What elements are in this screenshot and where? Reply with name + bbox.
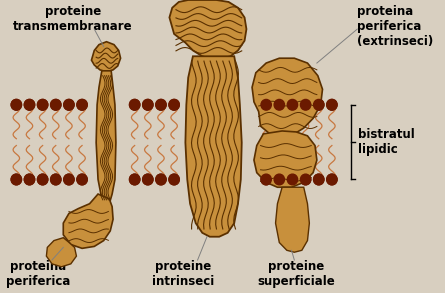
Circle shape — [327, 99, 337, 110]
Circle shape — [143, 99, 153, 110]
Circle shape — [300, 174, 311, 185]
Circle shape — [11, 99, 21, 110]
Circle shape — [169, 174, 179, 185]
Circle shape — [143, 174, 153, 185]
Circle shape — [64, 174, 74, 185]
Circle shape — [327, 174, 337, 185]
Circle shape — [287, 99, 298, 110]
Polygon shape — [63, 194, 113, 248]
Circle shape — [261, 99, 271, 110]
Circle shape — [314, 99, 324, 110]
Polygon shape — [96, 71, 116, 207]
Circle shape — [51, 99, 61, 110]
Circle shape — [169, 99, 179, 110]
Circle shape — [37, 174, 48, 185]
Text: proteine
intrinseci: proteine intrinseci — [152, 260, 214, 288]
Circle shape — [129, 174, 140, 185]
Circle shape — [156, 174, 166, 185]
Circle shape — [24, 99, 35, 110]
Circle shape — [261, 99, 271, 110]
Polygon shape — [275, 187, 309, 252]
Circle shape — [327, 174, 337, 185]
Circle shape — [261, 174, 271, 185]
Circle shape — [24, 99, 35, 110]
Text: proteine
superficiale: proteine superficiale — [257, 260, 335, 288]
Text: proteine
transmembranare: proteine transmembranare — [13, 5, 133, 33]
Circle shape — [314, 99, 324, 110]
Text: proteina
periferica: proteina periferica — [6, 260, 70, 288]
Circle shape — [156, 174, 166, 185]
Circle shape — [77, 174, 87, 185]
Text: bistratul
lipidic: bistratul lipidic — [358, 128, 415, 156]
Polygon shape — [92, 42, 121, 72]
Circle shape — [64, 99, 74, 110]
Circle shape — [287, 99, 298, 110]
Circle shape — [300, 99, 311, 110]
Circle shape — [143, 174, 153, 185]
Circle shape — [169, 174, 179, 185]
Circle shape — [300, 99, 311, 110]
Circle shape — [51, 99, 61, 110]
Circle shape — [24, 174, 35, 185]
Circle shape — [129, 174, 140, 185]
Circle shape — [169, 99, 179, 110]
Polygon shape — [252, 58, 323, 136]
Circle shape — [77, 99, 87, 110]
Circle shape — [156, 99, 166, 110]
Polygon shape — [46, 238, 77, 267]
Circle shape — [37, 99, 48, 110]
Circle shape — [64, 174, 74, 185]
Circle shape — [314, 174, 324, 185]
Circle shape — [287, 174, 298, 185]
Polygon shape — [170, 0, 247, 58]
Circle shape — [300, 174, 311, 185]
Circle shape — [274, 99, 284, 110]
Circle shape — [77, 99, 87, 110]
Circle shape — [37, 174, 48, 185]
Circle shape — [64, 99, 74, 110]
Circle shape — [314, 174, 324, 185]
Circle shape — [261, 174, 271, 185]
Circle shape — [274, 99, 284, 110]
Circle shape — [327, 99, 337, 110]
Circle shape — [274, 174, 284, 185]
Polygon shape — [186, 56, 242, 237]
Circle shape — [156, 99, 166, 110]
Circle shape — [37, 99, 48, 110]
Circle shape — [77, 174, 87, 185]
Text: proteina
periferica
(extrinseci): proteina periferica (extrinseci) — [357, 5, 433, 48]
Circle shape — [51, 174, 61, 185]
Circle shape — [11, 174, 21, 185]
Polygon shape — [254, 131, 317, 187]
Circle shape — [129, 99, 140, 110]
Circle shape — [274, 174, 284, 185]
Circle shape — [129, 99, 140, 110]
Circle shape — [287, 174, 298, 185]
Circle shape — [24, 174, 35, 185]
Circle shape — [143, 99, 153, 110]
Circle shape — [51, 174, 61, 185]
Circle shape — [11, 99, 21, 110]
Circle shape — [11, 174, 21, 185]
